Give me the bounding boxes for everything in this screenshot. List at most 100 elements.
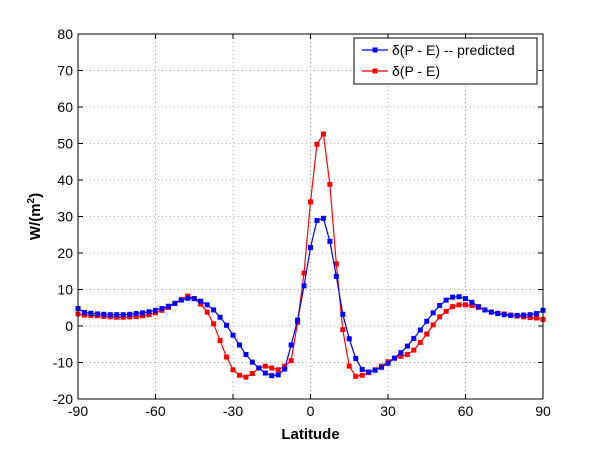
legend-label-observed: δ(P - E) (392, 63, 440, 79)
data-point (269, 373, 275, 379)
legend-label-predicted: δ(P - E) -- predicted (392, 42, 515, 58)
y-axis-label-superscript: 2 (26, 197, 37, 203)
data-point (333, 261, 339, 267)
data-point (133, 311, 139, 317)
data-point (146, 309, 152, 315)
data-point (366, 369, 372, 375)
x-tick-label: -30 (223, 403, 243, 419)
series-layer (75, 131, 546, 380)
data-point (120, 314, 126, 320)
x-axis-label: Latitude (281, 426, 339, 443)
x-tick-label: 30 (380, 403, 396, 419)
data-point (172, 300, 178, 306)
data-point (456, 302, 462, 308)
data-point (243, 374, 249, 380)
x-tick-label: 60 (458, 403, 474, 419)
data-point (391, 355, 397, 361)
x-tick-label: -60 (145, 403, 165, 419)
data-point (153, 310, 158, 316)
data-point (333, 273, 339, 279)
y-tick-label: -20 (53, 391, 73, 407)
data-point (107, 312, 113, 318)
data-point (204, 309, 210, 315)
legend-marker-observed (372, 68, 378, 74)
data-point (178, 297, 184, 303)
data-point (424, 331, 430, 337)
data-point (275, 367, 281, 373)
data-point (94, 311, 100, 317)
data-point (469, 303, 475, 309)
data-point (204, 302, 210, 308)
data-point (527, 315, 533, 321)
data-point (127, 311, 133, 317)
series-predicted (75, 215, 546, 379)
data-point (217, 338, 223, 344)
data-point (443, 308, 449, 314)
data-point (153, 307, 158, 313)
data-point (437, 303, 443, 309)
data-point (379, 364, 385, 370)
data-point (140, 313, 146, 319)
data-point (114, 314, 120, 320)
data-point (404, 343, 410, 349)
data-point (314, 218, 320, 224)
data-point (120, 312, 126, 318)
y-tick-label: 60 (57, 99, 73, 115)
data-point (269, 365, 275, 371)
data-point (320, 215, 326, 221)
data-point (495, 311, 501, 317)
data-point (320, 131, 326, 137)
data-point (353, 355, 359, 361)
data-point (508, 312, 514, 318)
data-point (275, 372, 281, 378)
data-point (133, 314, 139, 320)
data-point (340, 311, 346, 317)
y-tick-label: 30 (57, 209, 73, 225)
data-point (301, 283, 307, 289)
data-point (81, 310, 87, 315)
data-point (101, 311, 107, 317)
data-point (282, 366, 288, 372)
data-point (443, 297, 449, 303)
data-point (417, 339, 423, 345)
data-point (224, 354, 230, 360)
data-point (514, 312, 520, 318)
data-point (81, 312, 87, 318)
y-tick-label: 20 (57, 245, 73, 261)
grid-lines (78, 34, 543, 399)
x-tick-label: -90 (68, 403, 88, 419)
data-point (437, 314, 443, 320)
data-point (534, 315, 540, 321)
data-point (463, 296, 468, 302)
data-point (262, 363, 268, 369)
data-point (282, 363, 288, 369)
data-point (288, 342, 294, 348)
y-axis-label-suffix: ) (27, 193, 44, 198)
y-tick-label: 80 (57, 26, 73, 42)
data-point (211, 321, 217, 327)
data-point (353, 373, 359, 379)
data-point (140, 310, 146, 316)
data-point (463, 302, 468, 308)
legend-box (353, 37, 538, 85)
data-point (224, 322, 230, 328)
x-tick-label: 90 (535, 403, 551, 419)
data-point (301, 270, 307, 276)
data-point (230, 332, 236, 338)
y-tick-label: -10 (53, 355, 73, 371)
data-point (521, 312, 527, 318)
data-point (346, 363, 352, 369)
data-point (501, 312, 507, 318)
data-point (450, 304, 456, 310)
data-point (295, 317, 301, 323)
data-point (314, 141, 320, 147)
data-point (165, 303, 171, 309)
data-point (469, 299, 475, 305)
data-point (185, 295, 191, 301)
data-point (327, 181, 333, 187)
data-point (114, 312, 120, 318)
data-point (359, 372, 365, 378)
data-point (236, 342, 242, 348)
data-point (146, 312, 152, 318)
